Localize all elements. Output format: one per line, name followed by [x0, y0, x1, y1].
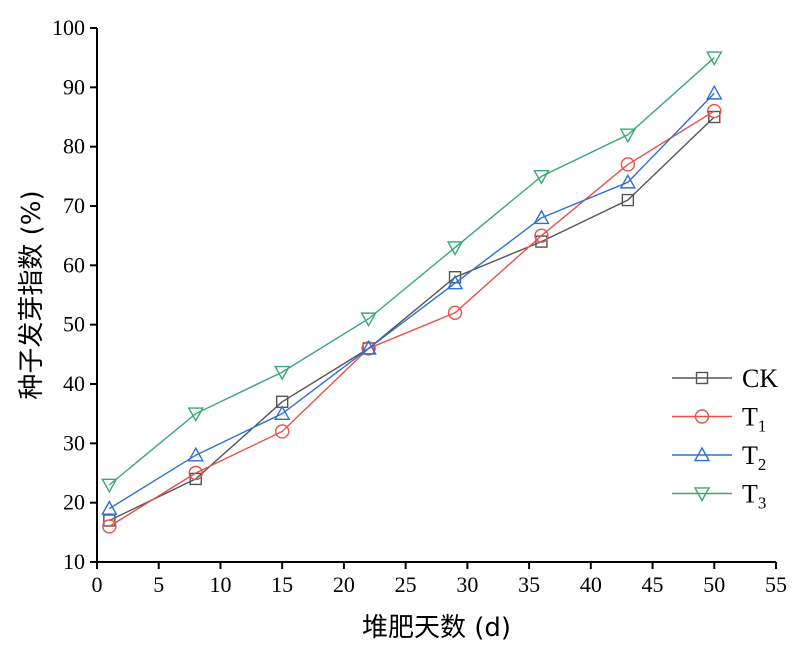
data-point-t1 [534, 228, 549, 243]
x-tick-label: 40 [580, 572, 602, 597]
y-tick-label: 70 [63, 193, 85, 218]
x-tick-label: 30 [456, 572, 478, 597]
legend-label-base: T [742, 403, 758, 432]
data-point-t3 [101, 478, 118, 494]
series-ck [103, 110, 721, 527]
x-tick-label: 20 [333, 572, 355, 597]
data-point-t1 [102, 519, 117, 534]
y-tick-label: 60 [63, 252, 85, 277]
data-point-ck [621, 193, 635, 207]
series-line-t1 [108, 110, 715, 527]
data-point-t3 [706, 51, 723, 67]
legend-label-subscript: 1 [758, 417, 767, 436]
data-point-t1 [188, 465, 203, 481]
series-t3 [101, 51, 723, 494]
data-point-t2 [533, 209, 550, 225]
legend-item-t2: T2 [672, 441, 766, 474]
series-layer [101, 51, 723, 534]
x-tick-label: 15 [271, 572, 293, 597]
x-tick-label: 5 [153, 572, 164, 597]
data-point-t2 [101, 500, 118, 515]
legend-label-base: T [742, 480, 758, 509]
data-point-t2 [446, 274, 464, 290]
data-point-t2 [706, 84, 723, 100]
x-tick-label: 35 [518, 572, 540, 597]
legend-label-base: T [742, 441, 758, 470]
legend-item-t1: T1 [672, 403, 766, 436]
x-tick-label: 10 [209, 572, 231, 597]
x-tick-label: 50 [703, 572, 725, 597]
y-tick-label: 40 [63, 371, 85, 396]
data-point-t2 [273, 405, 291, 420]
y-tick-label: 100 [52, 15, 85, 40]
y-tick-label: 20 [63, 490, 85, 515]
data-point-t3 [533, 170, 550, 185]
axes: 0 5 10 15 20 25 30 35 40 45 50 55 10 20 30 40 50 60 70 80 90… [52, 15, 787, 597]
x-tick-label: 25 [395, 572, 417, 597]
legend-item-t3: T3 [672, 480, 766, 513]
series-t2 [101, 84, 723, 515]
x-tick-label: 0 [92, 572, 103, 597]
legend-marker [695, 371, 709, 385]
data-point-t1 [620, 157, 636, 172]
data-point-t2 [360, 339, 377, 355]
y-tick-label: 80 [63, 134, 85, 159]
y-axis-title: 种子发芽指数 (%) [17, 190, 47, 399]
data-point-t2 [187, 446, 204, 462]
series-t1 [102, 103, 722, 534]
legend-label-base: CK [742, 364, 778, 393]
legend-label: T1 [742, 403, 766, 436]
y-tick-label: 30 [63, 430, 85, 455]
legend-marker [693, 487, 711, 502]
y-tick-label: 90 [63, 74, 85, 99]
series-line-ck [109, 116, 715, 522]
data-point-t2 [619, 173, 637, 189]
legend-label: CK [742, 364, 778, 393]
data-point-t3 [446, 241, 464, 256]
x-tick-label: 55 [765, 572, 787, 597]
legend-marker [694, 409, 710, 424]
legend-label: T2 [742, 441, 766, 474]
legend-label-subscript: 3 [758, 494, 767, 513]
legend-item-ck: CK [672, 364, 778, 393]
data-point-t3 [360, 312, 377, 328]
data-point-t3 [187, 407, 204, 423]
series-line-t3 [108, 57, 715, 486]
x-tick-label: 45 [642, 572, 664, 597]
data-point-t1 [447, 305, 463, 320]
legend-label-subscript: 2 [758, 455, 767, 474]
y-tick-label: 50 [63, 312, 85, 337]
data-point-t3 [273, 365, 291, 381]
data-point-t3 [619, 128, 637, 144]
data-point-t1 [274, 424, 290, 439]
x-axis-title: 堆肥天数 (d) [362, 613, 511, 643]
series-line-t2 [108, 92, 715, 510]
legend-marker [693, 446, 711, 462]
y-tick-label: 10 [63, 549, 85, 574]
data-point-t1 [707, 103, 722, 119]
legend-label: T3 [742, 480, 766, 513]
